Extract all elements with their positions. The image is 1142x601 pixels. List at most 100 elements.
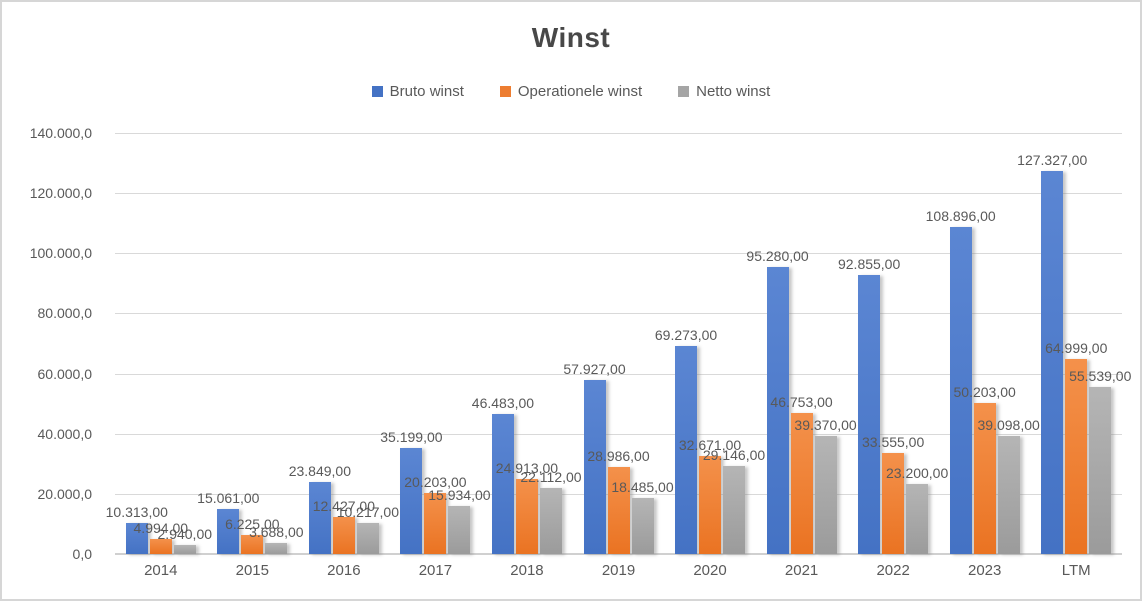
data-label-netto-winst-2022: 23.200,00 bbox=[885, 465, 949, 482]
bar-bruto-winst-2018 bbox=[491, 414, 514, 554]
x-axis-line bbox=[115, 553, 1122, 555]
data-label-operationele-winst-2019: 28.986,00 bbox=[587, 447, 650, 464]
y-axis-tick-label: 0,0 bbox=[72, 546, 92, 562]
bar-bruto-winst-2016 bbox=[308, 482, 331, 554]
x-axis-label-2023: 2023 bbox=[967, 562, 1002, 579]
data-label-netto-winst-ltm: 55.539,00 bbox=[1069, 368, 1132, 384]
gridline bbox=[115, 433, 1122, 435]
data-label-netto-winst-2016: 10.217,00 bbox=[336, 504, 400, 521]
bar-bruto-winst-2022 bbox=[858, 274, 881, 554]
data-label-bruto-winst-2022: 92.855,00 bbox=[837, 255, 901, 272]
bar-operationele-winst-ltm bbox=[1065, 358, 1088, 554]
data-label-netto-winst-2015: 3.688,00 bbox=[249, 523, 304, 540]
bar-group-2020: 69.273,00 32.671,00 29.146,00 bbox=[655, 133, 765, 554]
legend-label: Operationele winst bbox=[517, 83, 643, 100]
plot-area: 10.313,00 4.994,00 2.940,00 15.061,00 6.225,… bbox=[106, 133, 1131, 555]
y-axis-tick-label: 20.000,0 bbox=[37, 485, 93, 502]
data-label-operationele-winst-2021: 46.753,00 bbox=[770, 394, 833, 411]
y-axis-tick-label: 60.000,0 bbox=[37, 365, 93, 382]
data-label-operationele-winst-2015: 6.225,00 bbox=[225, 516, 280, 533]
bar-group-2017: 35.199,00 20.203,00 15.934,00 bbox=[380, 133, 491, 554]
bar-operationele-winst-2023 bbox=[973, 403, 996, 554]
bar-group-2018: 46.483,00 24.913,00 22.112,00 bbox=[472, 133, 582, 554]
data-label-operationele-winst-2017: 20.203,00 bbox=[404, 474, 467, 491]
chart-title: Winst bbox=[531, 22, 611, 53]
bar-operationele-winst-2015 bbox=[241, 535, 264, 554]
legend-item-operationele-winst: Operationele winst bbox=[499, 83, 643, 100]
bar-group-2016: 23.849,00 12.427,00 10.217,00 bbox=[289, 133, 399, 554]
x-axis-label-2021: 2021 bbox=[784, 562, 819, 579]
legend-item-bruto-winst: Bruto winst bbox=[371, 83, 464, 100]
data-label-bruto-winst-2017: 35.199,00 bbox=[380, 429, 443, 446]
bar-operationele-winst-2018 bbox=[515, 479, 538, 554]
bar-netto-winst-2016 bbox=[356, 523, 379, 554]
bar-bruto-winst-2021 bbox=[766, 267, 789, 554]
data-label-operationele-winst-2020: 32.671,00 bbox=[678, 436, 742, 453]
bar-netto-winst-2017 bbox=[448, 506, 471, 554]
bar-group-2021: 95.280,00 46.753,00 39.370,00 bbox=[746, 133, 857, 554]
data-label-operationele-winst-2014: 4.994,00 bbox=[133, 519, 189, 536]
bar-netto-winst-ltm bbox=[1089, 387, 1112, 554]
bar-bruto-winst-2019 bbox=[583, 379, 606, 554]
bar-bruto-winst-2017 bbox=[400, 448, 423, 554]
bar-bruto-winst-ltm bbox=[1041, 171, 1064, 554]
x-axis-label-2015: 2015 bbox=[235, 562, 269, 579]
gridline bbox=[115, 133, 1122, 134]
legend-swatch-netto-winst bbox=[678, 86, 690, 97]
x-axis-label-ltm: LTM bbox=[1061, 562, 1091, 579]
bar-group-2014: 10.313,00 4.994,00 2.940,00 bbox=[106, 133, 212, 554]
data-label-operationele-winst-2022: 33.555,00 bbox=[861, 434, 925, 451]
bar-bruto-winst-2015 bbox=[217, 508, 240, 554]
bar-operationele-winst-2021 bbox=[790, 413, 813, 554]
bar-operationele-winst-2020 bbox=[699, 455, 722, 554]
bar-netto-winst-2015 bbox=[265, 542, 288, 554]
bar-group-ltm: 127.327,00 64.999,00 55.539,00 bbox=[1017, 133, 1131, 554]
legend: Bruto winst Operationele winst Netto winst bbox=[2, 83, 1140, 100]
x-axis-label-2017: 2017 bbox=[418, 562, 453, 579]
bar-operationele-winst-2014 bbox=[149, 538, 172, 554]
y-axis-tick-label: 120.000,0 bbox=[29, 185, 92, 202]
legend-label: Netto winst bbox=[696, 83, 771, 100]
x-axis-label-2014: 2014 bbox=[144, 562, 178, 579]
data-label-netto-winst-2014: 2.940,00 bbox=[157, 526, 213, 543]
data-label-netto-winst-2018: 22.112,00 bbox=[520, 468, 582, 485]
data-label-bruto-winst-2019: 57.927,00 bbox=[563, 360, 626, 377]
y-axis-tick-label: 80.000,0 bbox=[37, 305, 93, 322]
legend-swatch-bruto-winst bbox=[371, 86, 383, 97]
bar-group-2015: 15.061,00 6.225,00 3.688,00 bbox=[197, 133, 304, 554]
bar-group-2022: 92.855,00 33.555,00 23.200,00 bbox=[838, 133, 948, 554]
bar-netto-winst-2022 bbox=[906, 484, 929, 554]
bar-operationele-winst-2017 bbox=[424, 493, 447, 554]
bar-operationele-winst-2022 bbox=[882, 453, 905, 554]
data-label-bruto-winst-2021: 95.280,00 bbox=[746, 248, 809, 265]
data-label-netto-winst-2021: 39.370,00 bbox=[794, 416, 857, 433]
y-axis-tick-label: 100.000,0 bbox=[29, 245, 92, 262]
x-axis-label-2020: 2020 bbox=[693, 562, 727, 579]
x-axis-label-2019: 2019 bbox=[601, 562, 636, 579]
x-axis-label-2016: 2016 bbox=[327, 562, 361, 579]
gridline bbox=[115, 253, 1122, 255]
gridline bbox=[115, 373, 1122, 375]
bar-netto-winst-2018 bbox=[539, 487, 562, 554]
x-axis-label-2022: 2022 bbox=[876, 562, 910, 579]
x-axis-label-2018: 2018 bbox=[510, 562, 544, 579]
data-label-netto-winst-2020: 29.146,00 bbox=[702, 447, 766, 464]
x-axis-labels: 2014 2015 2016 2017 2018 2019 2020 2021 2022 2023… bbox=[115, 562, 1122, 586]
data-label-operationele-winst-ltm: 64.999,00 bbox=[1045, 339, 1108, 356]
data-label-operationele-winst-2023: 50.203,00 bbox=[953, 384, 1016, 401]
bar-netto-winst-2019 bbox=[631, 498, 654, 554]
data-label-operationele-winst-2016: 12.427,00 bbox=[312, 497, 376, 514]
bar-netto-winst-2021 bbox=[814, 435, 837, 554]
data-label-netto-winst-2023: 39.098,00 bbox=[977, 417, 1040, 434]
data-label-bruto-winst-2014: 10.313,00 bbox=[105, 504, 168, 520]
y-axis-labels: 0,0 20.000,0 40.000,0 60.000,0 80.000,0 100.0… bbox=[2, 125, 93, 562]
data-label-bruto-winst-2020: 69.273,00 bbox=[654, 326, 718, 343]
data-label-bruto-winst-2018: 46.483,00 bbox=[471, 395, 535, 412]
data-label-netto-winst-2017: 15.934,00 bbox=[428, 487, 491, 504]
data-label-bruto-winst-2016: 23.849,00 bbox=[288, 463, 352, 480]
bar-group-2019: 57.927,00 28.986,00 18.485,00 bbox=[563, 133, 674, 554]
bar-operationele-winst-2016 bbox=[332, 516, 355, 554]
bar-netto-winst-2023 bbox=[997, 436, 1020, 554]
data-label-netto-winst-2019: 18.485,00 bbox=[611, 479, 674, 496]
